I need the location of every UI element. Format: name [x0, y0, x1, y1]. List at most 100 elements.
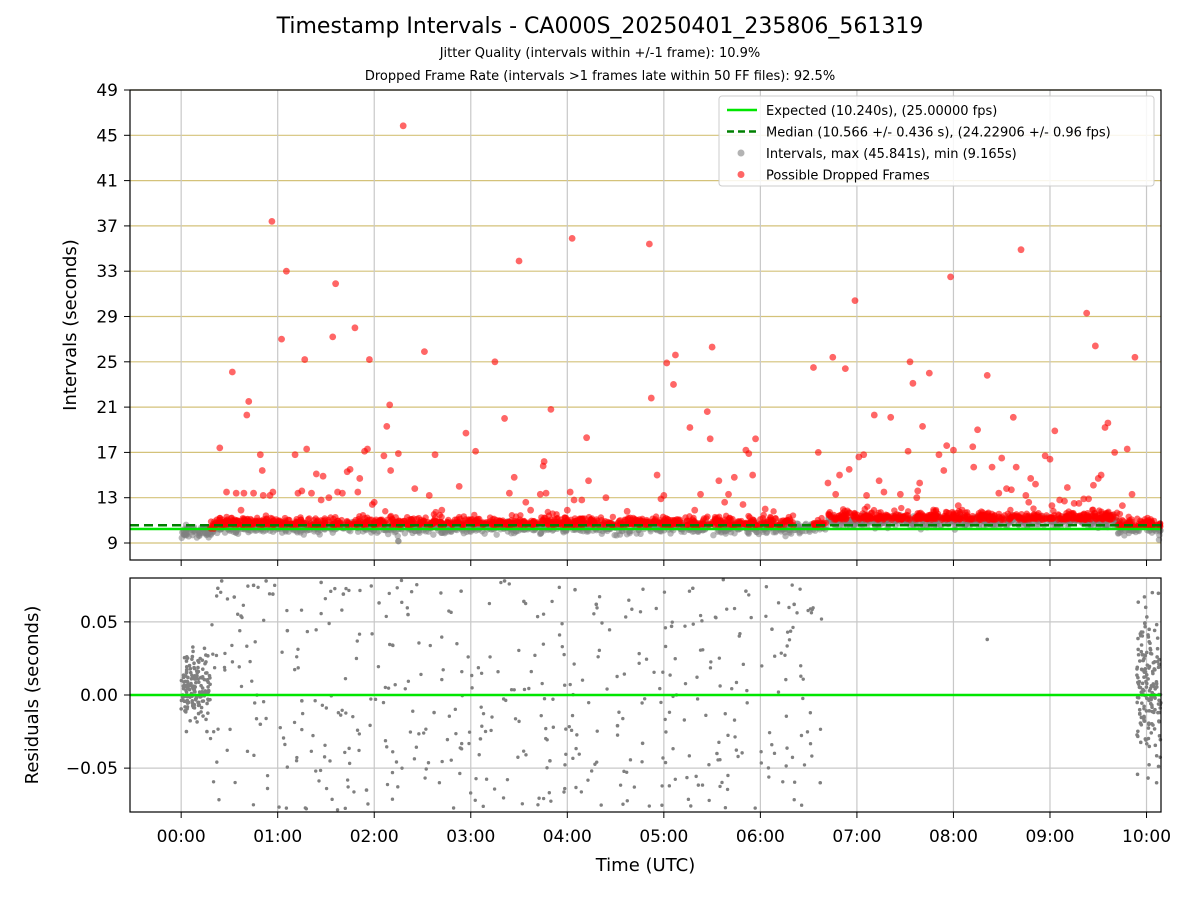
- residual-point: [671, 746, 675, 751]
- residual-point: [1150, 690, 1155, 695]
- residual-point: [313, 699, 317, 703]
- dropped-frame-point: [1061, 497, 1068, 505]
- dropped-frame-point: [940, 467, 948, 474]
- residual-point: [541, 642, 546, 646]
- residual-point: [668, 673, 672, 677]
- residual-point: [188, 666, 193, 671]
- residual-point: [1153, 707, 1157, 712]
- residual-point: [683, 681, 688, 686]
- dropped-frame-point: [1091, 342, 1099, 350]
- residual-point: [248, 659, 252, 664]
- residual-point: [1138, 685, 1143, 690]
- dropped-frame-point: [568, 234, 576, 242]
- dropped-frame-point: [237, 506, 245, 514]
- residual-point: [1144, 741, 1149, 746]
- dropped-frame-point: [425, 492, 433, 499]
- dropped-frame-point: [647, 394, 655, 402]
- residual-point: [1155, 659, 1160, 664]
- residual-point: [723, 806, 728, 810]
- lower-xtick-label: 08:00: [929, 827, 978, 847]
- residual-point: [193, 690, 197, 694]
- dropped-frame-point: [515, 257, 523, 265]
- residual-point: [253, 701, 257, 705]
- residual-point: [1137, 712, 1142, 716]
- residual-point: [624, 615, 628, 619]
- dropped-frame-point: [752, 435, 759, 443]
- dropped-frame-point: [652, 513, 660, 520]
- dropped-frame-point: [239, 515, 246, 522]
- dropped-frame-point: [386, 401, 394, 409]
- residual-point: [368, 723, 372, 728]
- residual-point: [395, 586, 399, 590]
- dropped-frame-point: [824, 479, 832, 487]
- residual-point: [792, 602, 796, 607]
- dropped-frame-point: [356, 475, 364, 482]
- residual-point: [520, 802, 525, 806]
- interval-point: [368, 529, 375, 536]
- residual-point: [1158, 737, 1163, 742]
- dropped-frame-point: [970, 463, 978, 471]
- dropped-frame-point: [544, 508, 552, 516]
- dropped-frame-point: [421, 348, 428, 356]
- residual-point: [194, 680, 198, 685]
- residual-point: [1151, 671, 1155, 676]
- residual-point: [295, 755, 299, 760]
- upper-ytick-label: 41: [96, 172, 118, 192]
- residual-point: [618, 783, 623, 787]
- residual-point: [283, 742, 287, 747]
- interval-min-point: [395, 537, 402, 545]
- residual-point: [522, 599, 526, 604]
- residual-point: [586, 700, 591, 705]
- residual-point: [200, 667, 205, 671]
- residual-point: [419, 672, 423, 677]
- residual-point: [233, 780, 237, 785]
- dropped-frame-point: [268, 217, 276, 225]
- residual-point: [1152, 727, 1157, 731]
- residual-point: [726, 773, 730, 778]
- residual-point: [211, 652, 215, 656]
- dropped-frame-point: [1051, 427, 1059, 435]
- residual-point: [1144, 709, 1149, 713]
- residual-point: [346, 785, 350, 789]
- residual-point: [1157, 719, 1161, 724]
- residual-point: [1147, 709, 1152, 713]
- residual-point: [615, 733, 620, 737]
- dropped-frame-point: [912, 514, 919, 521]
- residual-point: [1154, 780, 1159, 785]
- residual-point: [733, 735, 737, 739]
- dropped-frame-point: [370, 498, 378, 506]
- residual-point: [663, 644, 668, 649]
- dropped-frame-point: [870, 411, 878, 419]
- dropped-frame-point: [841, 365, 849, 373]
- residual-point: [1135, 772, 1140, 777]
- dropped-frame-point: [706, 435, 714, 443]
- residual-point: [1135, 734, 1140, 739]
- dropped-frame-point: [332, 280, 340, 288]
- residual-point: [490, 715, 494, 719]
- dropped-frame-point: [923, 515, 931, 523]
- residual-point: [470, 686, 474, 690]
- dropped-frame-point: [789, 512, 797, 519]
- dropped-frame-point: [995, 513, 1003, 520]
- dropped-frame-point: [1065, 508, 1072, 515]
- dropped-frame-point: [1105, 508, 1112, 516]
- residual-point: [541, 796, 546, 801]
- residual-point: [658, 686, 662, 691]
- residual-point: [799, 664, 803, 668]
- residual-point: [1149, 731, 1154, 735]
- dropped-frame-point: [829, 353, 837, 361]
- dropped-frame-point: [572, 517, 579, 525]
- residual-point: [667, 784, 672, 788]
- residual-point: [551, 697, 555, 701]
- dropped-frame-point: [749, 471, 757, 479]
- interval-point: [373, 529, 381, 536]
- residual-point: [1135, 700, 1139, 705]
- residual-point: [343, 806, 347, 811]
- residual-point: [439, 591, 443, 595]
- residual-point: [1142, 715, 1146, 720]
- residual-point: [1139, 649, 1144, 654]
- residual-point: [1142, 595, 1147, 599]
- residual-point: [819, 617, 824, 621]
- residual-point: [985, 637, 990, 642]
- residual-point: [394, 760, 399, 764]
